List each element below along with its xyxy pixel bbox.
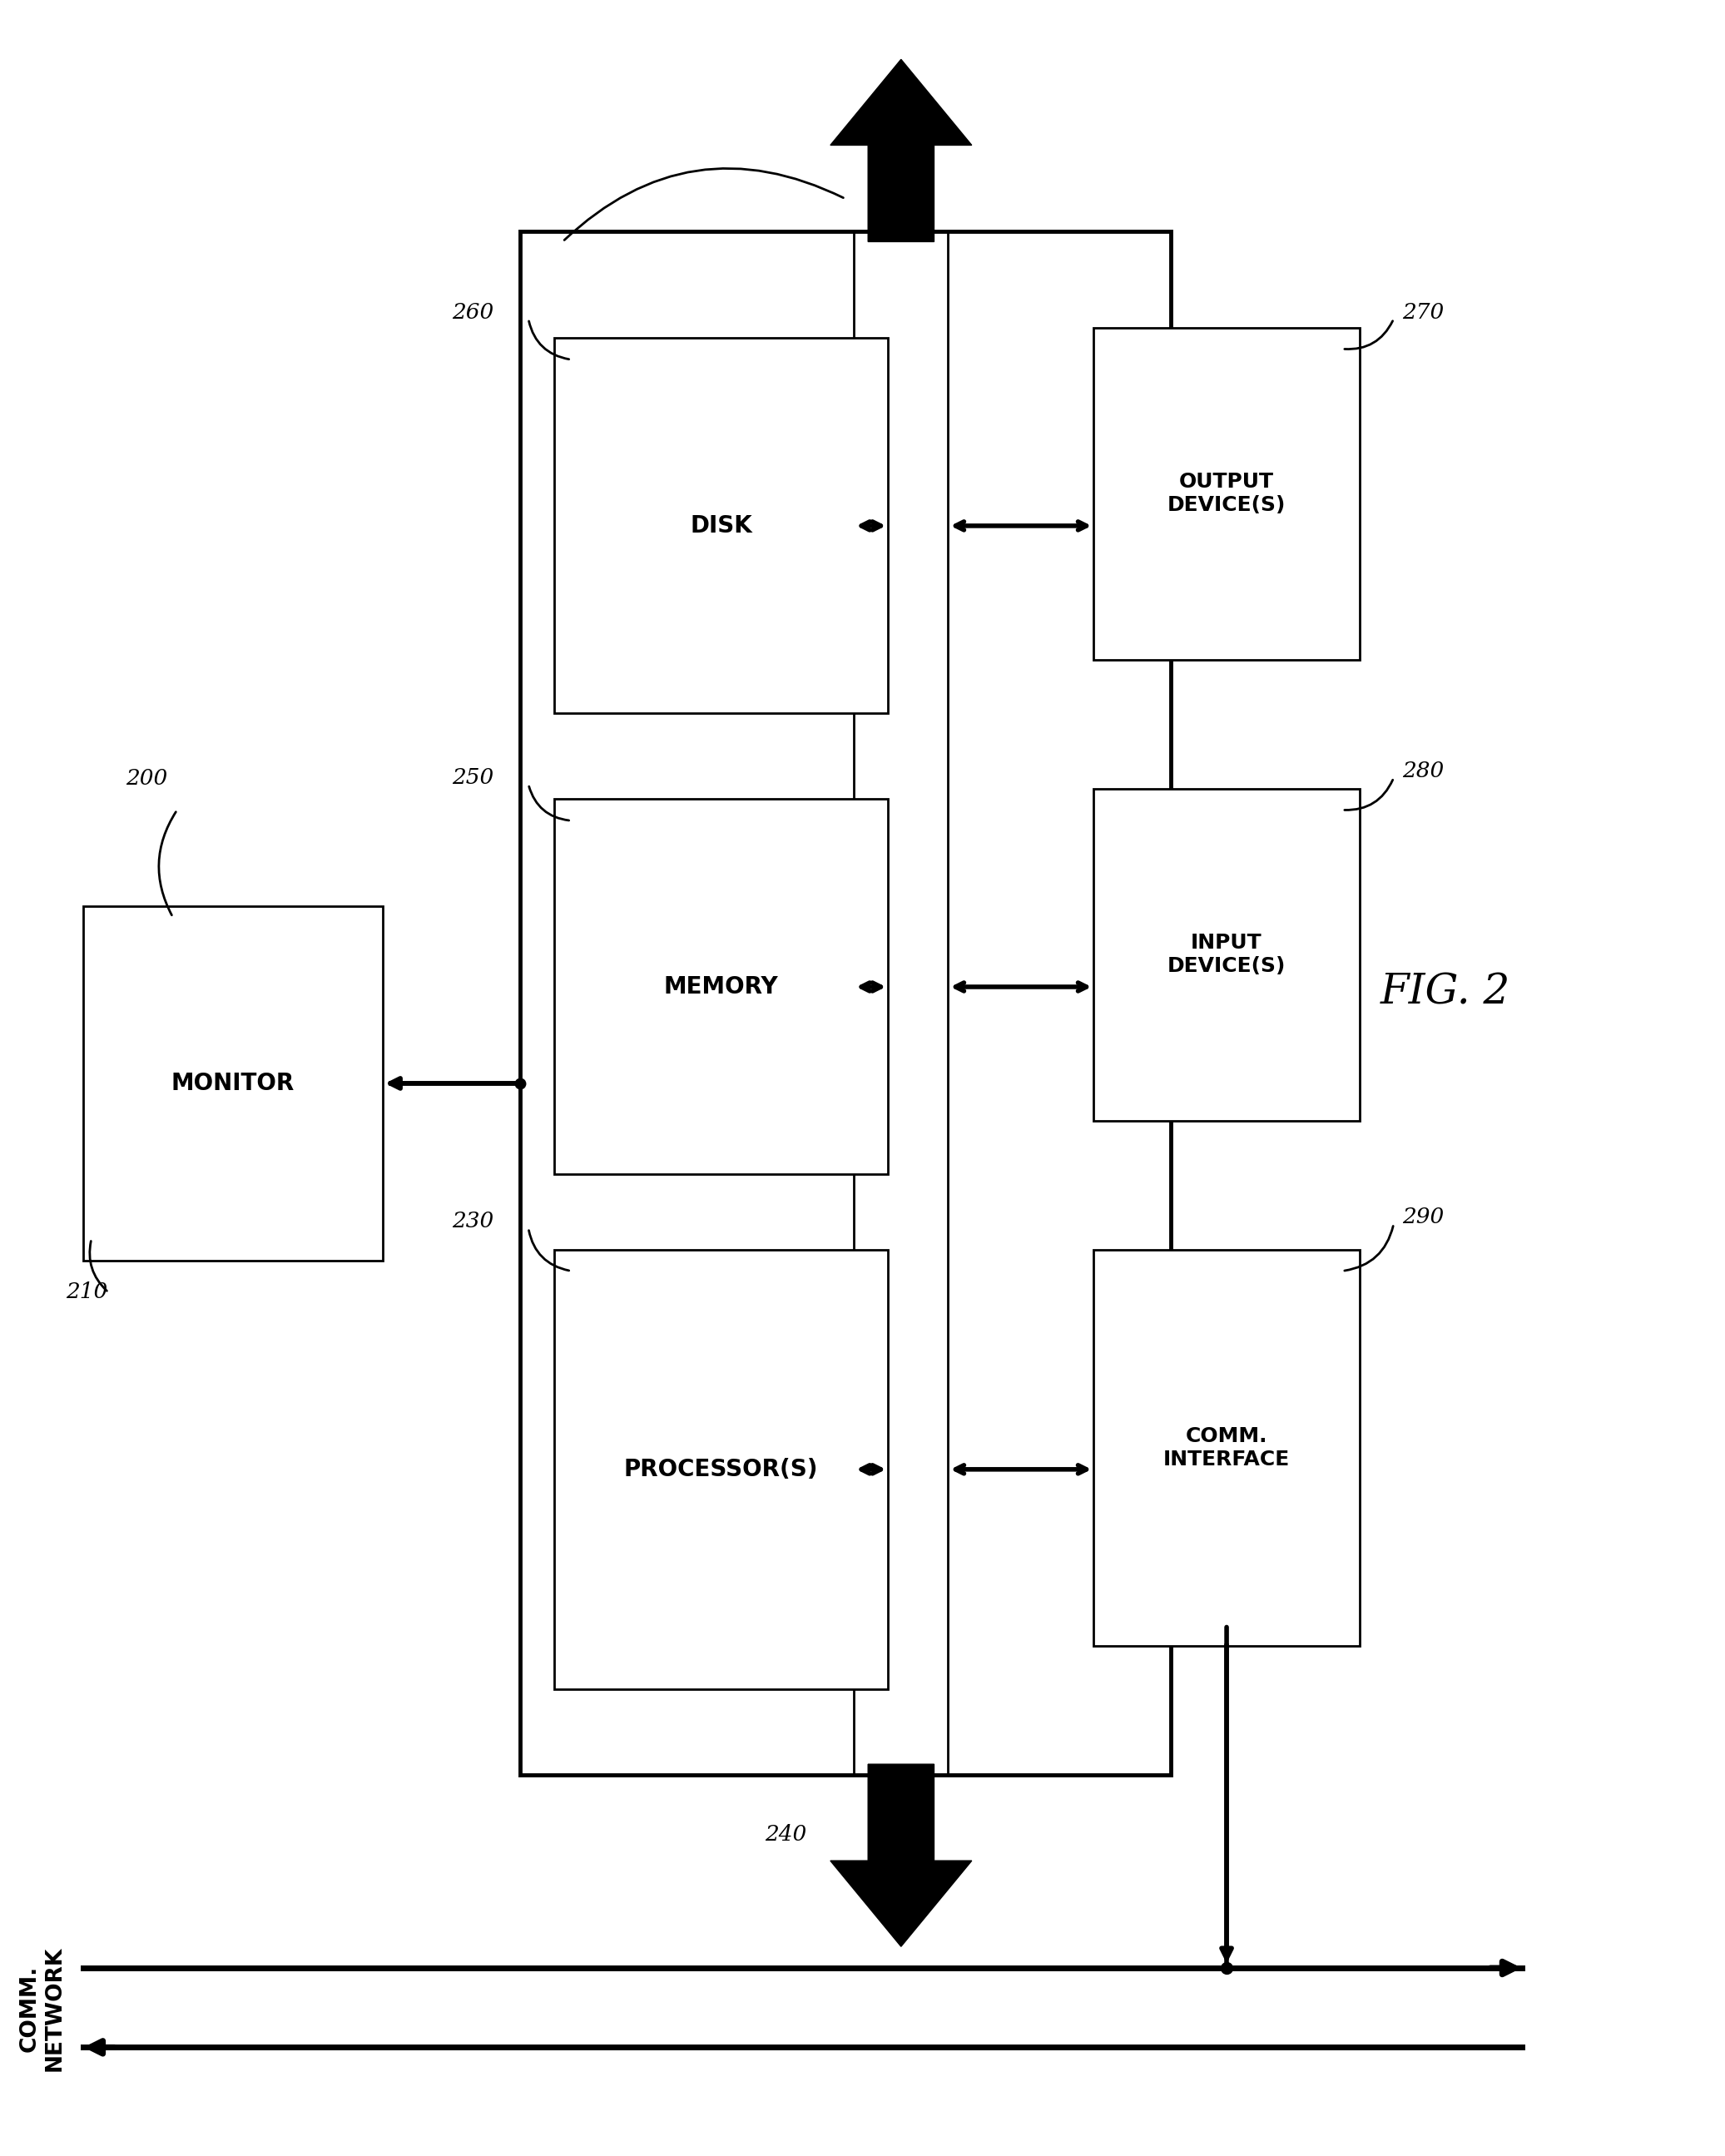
Bar <box>519 231 1171 1774</box>
Text: 250: 250 <box>452 768 493 787</box>
Bar <box>554 800 888 1175</box>
Text: 290: 290 <box>1402 1207 1444 1227</box>
Text: OUTPUT
DEVICE(S): OUTPUT DEVICE(S) <box>1168 472 1285 515</box>
Text: 240: 240 <box>764 1824 806 1846</box>
Text: 270: 270 <box>1402 302 1444 323</box>
Polygon shape <box>830 60 971 241</box>
Bar <box>83 906 383 1261</box>
Text: 280: 280 <box>1402 761 1444 780</box>
Bar <box>1094 328 1359 660</box>
Bar <box>554 338 888 714</box>
Text: 260: 260 <box>452 302 493 323</box>
Text: INPUT
DEVICE(S): INPUT DEVICE(S) <box>1168 934 1285 977</box>
Bar <box>554 1250 888 1688</box>
Text: COMM.
INTERFACE: COMM. INTERFACE <box>1163 1427 1290 1470</box>
Text: 220: 220 <box>876 168 918 188</box>
Bar <box>1094 1250 1359 1647</box>
Text: PROCESSOR(S): PROCESSOR(S) <box>624 1457 818 1481</box>
Text: 230: 230 <box>452 1212 493 1231</box>
Text: 200: 200 <box>126 768 167 789</box>
Text: FIG. 2: FIG. 2 <box>1380 972 1509 1013</box>
Text: MEMORY: MEMORY <box>664 975 778 998</box>
Polygon shape <box>830 1764 971 1947</box>
Text: DISK: DISK <box>690 513 752 537</box>
Text: MONITOR: MONITOR <box>171 1072 295 1095</box>
Text: 210: 210 <box>66 1281 107 1302</box>
Text: COMM.
NETWORK: COMM. NETWORK <box>19 1947 66 2072</box>
Bar <box>1094 789 1359 1121</box>
